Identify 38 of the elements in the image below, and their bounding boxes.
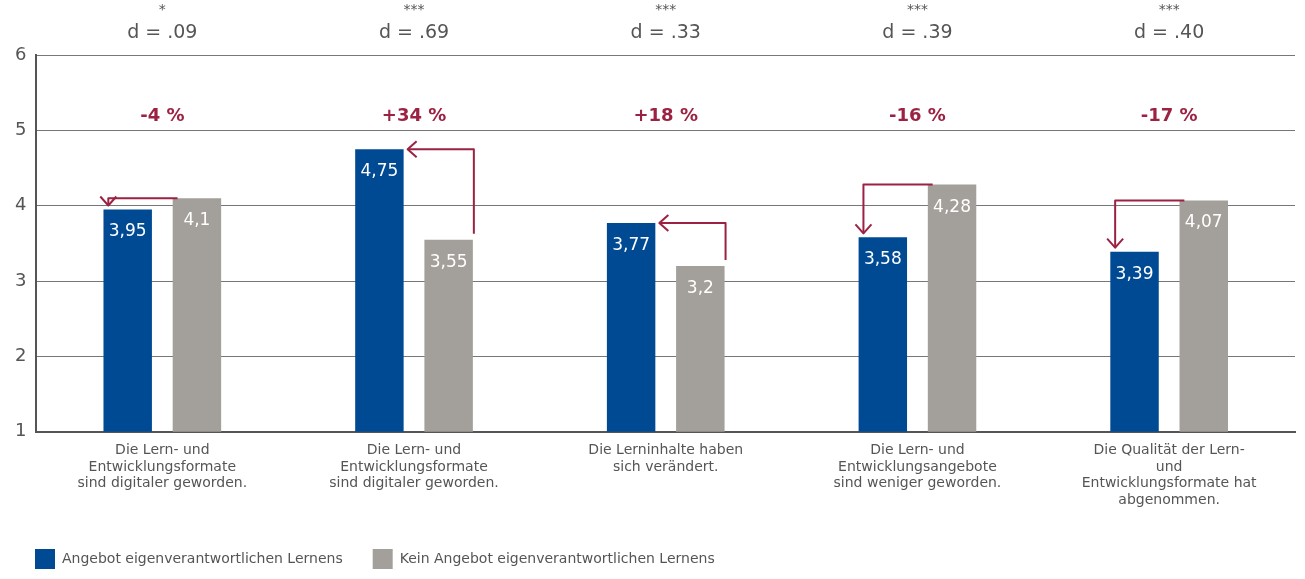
legend-label: Kein Angebot eigenverantwortlichen Lernens — [399, 549, 715, 566]
text: d = .69 — [378, 20, 450, 42]
data-label: 4,28 — [933, 195, 971, 216]
text: * — [158, 1, 166, 17]
text: d = .40 — [1134, 20, 1205, 42]
x-tick-label: Die Lern- und Entwicklungsformate sind digitaler geworden. — [329, 440, 499, 491]
data-label: 3,39 — [1115, 262, 1154, 283]
data-label: 3,2 — [686, 276, 714, 297]
data-label: 3,95 — [108, 220, 147, 241]
y-tick-label: 2 — [15, 344, 27, 366]
data-label: 3,55 — [429, 250, 468, 271]
text: *** — [655, 1, 677, 17]
text: d = .39 — [882, 20, 953, 42]
y-tick-label: 3 — [15, 268, 27, 290]
y-tick-label: 4 — [15, 193, 27, 215]
text: *** — [403, 1, 425, 17]
annotation: -4 % — [140, 104, 185, 125]
annotation: -17 % — [1140, 104, 1198, 125]
data-label: 4,75 — [360, 160, 399, 181]
data-label: 3,77 — [612, 233, 651, 254]
text: d = .33 — [630, 20, 701, 42]
data-label: 4,1 — [183, 209, 211, 230]
text: d = .09 — [127, 20, 198, 42]
text: *** — [1158, 1, 1180, 17]
legend-label: Angebot eigenverantwortlichen Lernens — [62, 549, 343, 566]
x-tick-label: Die Lerninhalte haben sich verändert. — [588, 440, 744, 474]
x-tick-label: Die Lern- und Entwicklungsformate sind digitaler geworden. — [77, 440, 248, 491]
annotation: +34 % — [381, 104, 447, 125]
x-tick-label: Die Lern- und Entwicklungsangebote sind weniger geworden. — [833, 440, 1002, 491]
text: *** — [906, 1, 928, 17]
data-label: 3,58 — [863, 248, 902, 269]
y-tick-label: 6 — [15, 42, 27, 64]
data-label: 4,07 — [1184, 211, 1223, 232]
annotation: +18 % — [633, 104, 698, 125]
y-tick-label: 1 — [15, 419, 27, 441]
y-tick-label: 5 — [15, 118, 27, 140]
x-tick-label: Die Qualität der Lern- und Entwicklungsformate hat abgenommen. — [1081, 440, 1258, 508]
annotation: -16 % — [889, 104, 946, 125]
